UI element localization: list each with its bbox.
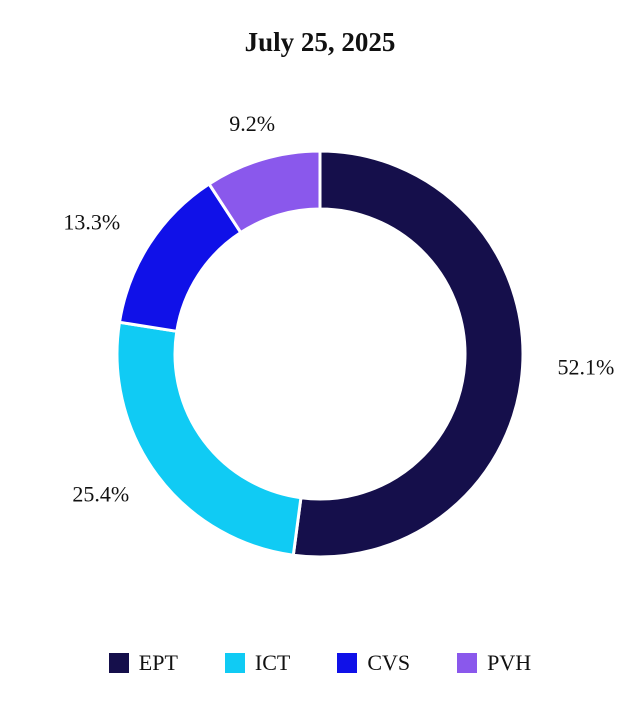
legend-item-cvs: CVS: [337, 650, 410, 676]
slice-labels: 52.1% 25.4% 13.3% 9.2%: [63, 111, 614, 506]
legend-swatch: [457, 653, 478, 673]
legend-label: PVH: [487, 650, 532, 675]
slice-label-cvs: 13.3%: [63, 210, 120, 235]
legend-item-ict: ICT: [224, 650, 291, 676]
legend-item-ept: EPT: [108, 650, 178, 676]
legend-swatch: [224, 653, 245, 673]
slice-label-pvh: 9.2%: [229, 111, 275, 136]
legend-item-pvh: PVH: [457, 650, 531, 676]
donut-slices: [115, 149, 525, 559]
slice-ept: [291, 149, 525, 559]
chart-title: July 25, 2025: [244, 27, 396, 57]
slice-label-ict: 25.4%: [72, 481, 129, 506]
legend: EPT ICT CVS PVH: [0, 650, 640, 676]
slice-label-ept: 52.1%: [557, 355, 614, 380]
legend-label: EPT: [138, 650, 178, 675]
legend-swatch: [337, 653, 358, 673]
slice-ict: [115, 320, 303, 557]
legend-label: CVS: [367, 650, 411, 675]
slice-pvh: [207, 149, 322, 235]
legend-label: ICT: [254, 650, 291, 675]
legend-swatch: [108, 653, 129, 673]
